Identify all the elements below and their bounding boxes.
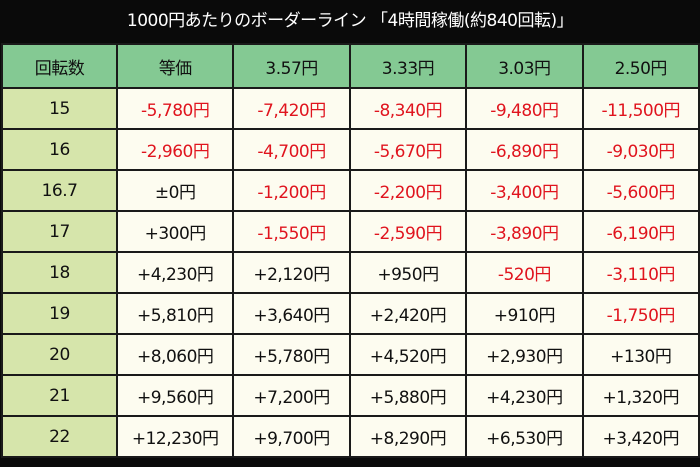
header-rate-357: 3.57円	[232, 43, 351, 89]
table-cell: +2,420円	[348, 292, 468, 335]
table-row: 18 +4,230円 +2,120円 +950円 -520円 -3,110円	[1, 251, 700, 294]
table-cell: +5,880円	[348, 374, 468, 417]
header-rate-250: 2.50円	[581, 43, 700, 89]
table-cell: -6,890円	[465, 128, 584, 171]
table-cell: +300円	[115, 210, 235, 253]
header-row: 回転数 等価 3.57円 3.33円 3.03円 2.50円	[1, 43, 700, 89]
header-equal-rate: 等価	[115, 43, 235, 89]
table-cell: -2,200円	[348, 169, 468, 212]
table-cell: +4,230円	[465, 374, 584, 417]
table-cell: +4,230円	[115, 251, 235, 294]
table-cell: +6,530円	[465, 415, 584, 458]
table-row: 17 +300円 -1,550円 -2,590円 -3,890円 -6,190円	[1, 210, 700, 253]
table-row: 16.7 ±0円 -1,200円 -2,200円 -3,400円 -5,600円	[1, 169, 700, 212]
row-header-spins: 19	[1, 292, 118, 335]
row-header-spins: 16.7	[1, 169, 118, 212]
table-cell: -5,670円	[348, 128, 468, 171]
table-row: 19 +5,810円 +3,640円 +2,420円 +910円 -1,750円	[1, 292, 700, 335]
table-cell: +3,420円	[581, 415, 700, 458]
header-spins: 回転数	[1, 43, 118, 89]
table-row: 21 +9,560円 +7,200円 +5,880円 +4,230円 +1,320円	[1, 374, 700, 417]
table-cell: -5,780円	[115, 87, 235, 130]
table-cell: +9,700円	[232, 415, 351, 458]
table-cell: +2,120円	[232, 251, 351, 294]
table-row: 20 +8,060円 +5,780円 +4,520円 +2,930円 +130円	[1, 333, 700, 376]
table-cell: -1,550円	[232, 210, 351, 253]
table-cell: -8,340円	[348, 87, 468, 130]
table-cell: +130円	[581, 333, 700, 376]
table-cell: -9,480円	[465, 87, 584, 130]
table-cell: +2,930円	[465, 333, 584, 376]
table-cell: +910円	[465, 292, 584, 335]
table-cell: -5,600円	[581, 169, 700, 212]
table-cell: +5,780円	[232, 333, 351, 376]
row-header-spins: 20	[1, 333, 118, 376]
table-cell: -4,700円	[232, 128, 351, 171]
table-cell: ±0円	[115, 169, 235, 212]
table-cell: +4,520円	[348, 333, 468, 376]
row-header-spins: 16	[1, 128, 118, 171]
table-row: 22 +12,230円 +9,700円 +8,290円 +6,530円 +3,420円	[1, 415, 700, 458]
row-header-spins: 21	[1, 374, 118, 417]
table-cell: -3,890円	[465, 210, 584, 253]
table-cell: +5,810円	[115, 292, 235, 335]
table-cell: -1,200円	[232, 169, 351, 212]
row-header-spins: 18	[1, 251, 118, 294]
table-cell: -7,420円	[232, 87, 351, 130]
table-cell: -3,110円	[581, 251, 700, 294]
table-cell: -3,400円	[465, 169, 584, 212]
table-cell: +8,060円	[115, 333, 235, 376]
table-cell: -520円	[465, 251, 584, 294]
row-header-spins: 22	[1, 415, 118, 458]
table-row: 16 -2,960円 -4,700円 -5,670円 -6,890円 -9,030円	[1, 128, 700, 171]
table-title: 1000円あたりのボーダーライン 「4時間稼働(約840回転)」	[126, 11, 574, 31]
table-cell: -6,190円	[581, 210, 700, 253]
table-cell: -1,750円	[581, 292, 700, 335]
border-line-table: 回転数 等価 3.57円 3.33円 3.03円 2.50円 15 -5,780円…	[1, 43, 700, 458]
table-cell: +12,230円	[115, 415, 235, 458]
table-cell: -9,030円	[581, 128, 700, 171]
table-row: 15 -5,780円 -7,420円 -8,340円 -9,480円 -11,500円	[1, 87, 700, 130]
table-cell: -2,590円	[348, 210, 468, 253]
row-header-spins: 15	[1, 87, 118, 130]
table-cell: +9,560円	[115, 374, 235, 417]
table-cell: +8,290円	[348, 415, 468, 458]
table-cell: -2,960円	[115, 128, 235, 171]
table-cell: +1,320円	[581, 374, 700, 417]
table-cell: +3,640円	[232, 292, 351, 335]
table-cell: -11,500円	[581, 87, 700, 130]
header-rate-303: 3.03円	[465, 43, 584, 89]
table-cell: +7,200円	[232, 374, 351, 417]
header-rate-333: 3.33円	[348, 43, 468, 89]
row-header-spins: 17	[1, 210, 118, 253]
table-cell: +950円	[348, 251, 468, 294]
